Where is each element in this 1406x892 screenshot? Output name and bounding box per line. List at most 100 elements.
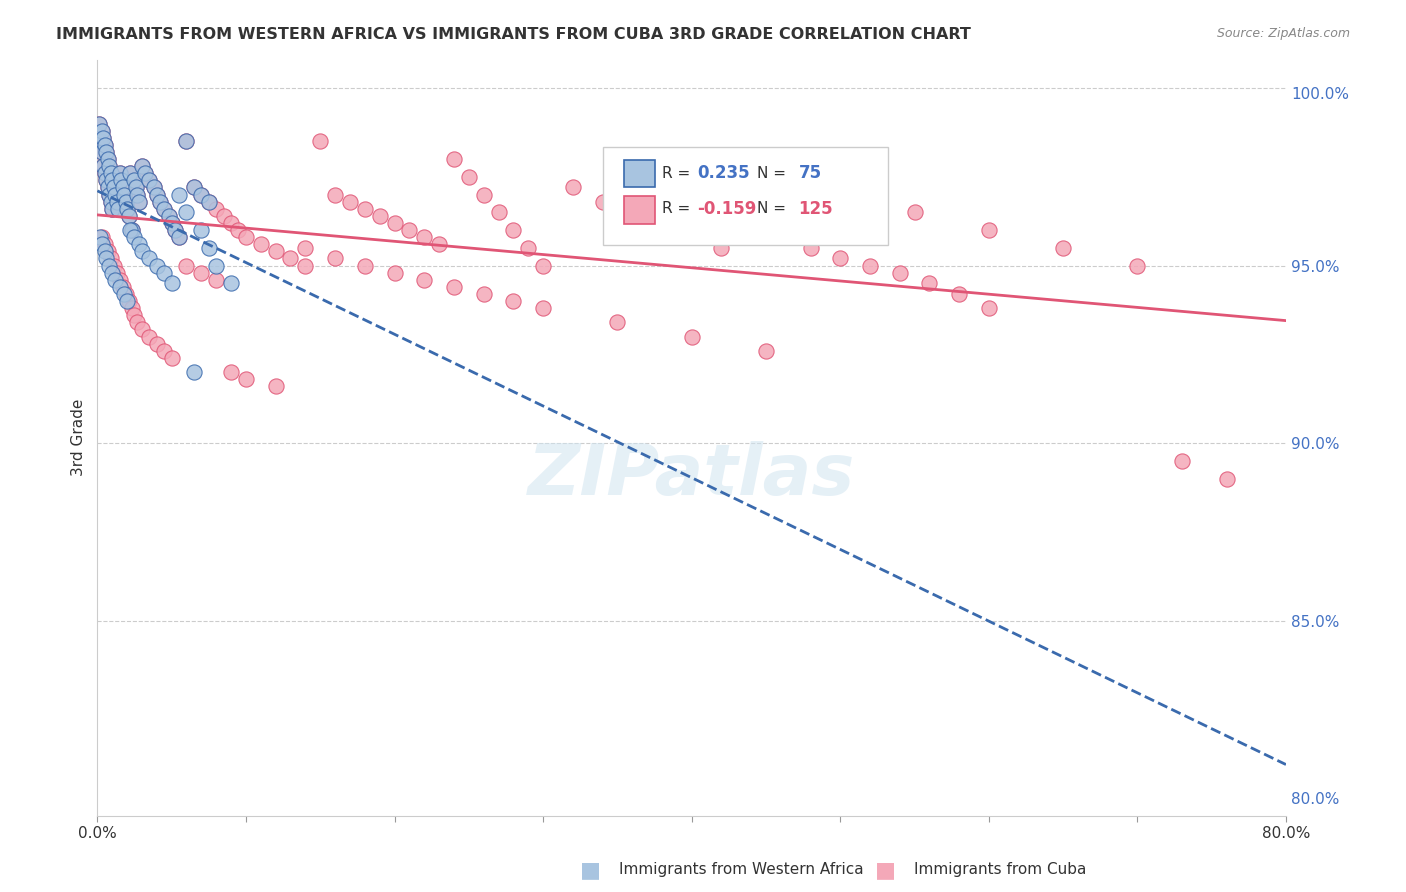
Point: [91, 159, 114, 173]
Point: [98, 187, 121, 202]
Point: [710, 241, 733, 255]
Point: [100, 166, 122, 180]
Point: [488, 205, 510, 219]
Point: [134, 166, 156, 180]
Point: [219, 277, 242, 291]
Point: [176, 259, 198, 273]
Point: [889, 266, 911, 280]
Point: [98, 159, 121, 173]
Point: [235, 372, 257, 386]
Point: [115, 202, 138, 216]
Point: [100, 194, 122, 209]
Point: [903, 205, 925, 219]
Point: [107, 202, 129, 216]
Point: [167, 230, 190, 244]
Point: [472, 187, 495, 202]
Point: [918, 277, 941, 291]
Point: [94, 137, 117, 152]
Point: [100, 194, 122, 209]
Point: [96, 145, 118, 159]
Point: [91, 130, 114, 145]
Point: [90, 123, 112, 137]
Point: [219, 365, 242, 379]
Point: [112, 287, 135, 301]
Point: [353, 202, 375, 216]
Point: [105, 194, 128, 209]
Text: Source: ZipAtlas.com: Source: ZipAtlas.com: [1216, 27, 1350, 40]
Point: [621, 205, 644, 219]
Point: [87, 116, 110, 130]
Point: [681, 329, 703, 343]
Point: [1171, 454, 1194, 468]
Point: [121, 223, 143, 237]
Point: [264, 379, 287, 393]
Point: [212, 209, 235, 223]
Point: [97, 152, 120, 166]
Point: [160, 216, 183, 230]
Point: [128, 194, 150, 209]
Point: [90, 145, 112, 159]
Point: [96, 252, 118, 266]
Point: [183, 180, 205, 194]
Point: [97, 180, 120, 194]
Point: [606, 315, 628, 329]
Point: [859, 259, 882, 273]
Point: [157, 209, 180, 223]
Point: [114, 194, 136, 209]
Point: [118, 166, 141, 180]
Point: [830, 252, 852, 266]
Point: [176, 134, 198, 148]
Point: [146, 187, 169, 202]
Point: [98, 259, 121, 273]
Point: [977, 223, 1000, 237]
Point: [138, 173, 160, 187]
Point: [101, 173, 124, 187]
Point: [142, 180, 165, 194]
Point: [108, 273, 131, 287]
Point: [89, 230, 111, 244]
Point: [146, 187, 169, 202]
Point: [323, 187, 346, 202]
Point: [111, 280, 134, 294]
Point: [651, 216, 673, 230]
Point: [531, 259, 554, 273]
Point: [592, 194, 614, 209]
Point: [153, 202, 176, 216]
Point: [339, 194, 361, 209]
Point: [110, 173, 132, 187]
Point: [87, 116, 110, 130]
Point: [124, 308, 146, 322]
Point: [398, 223, 420, 237]
Point: [740, 223, 762, 237]
Point: [110, 173, 132, 187]
Point: [104, 187, 127, 202]
Text: Immigrants from Western Africa: Immigrants from Western Africa: [619, 863, 863, 877]
Point: [103, 180, 125, 194]
Point: [115, 202, 138, 216]
Point: [121, 301, 143, 315]
Point: [443, 280, 465, 294]
Point: [94, 166, 117, 180]
Point: [163, 223, 186, 237]
Point: [117, 209, 139, 223]
Point: [108, 166, 131, 180]
Point: [176, 205, 198, 219]
Point: [176, 134, 198, 148]
Point: [89, 134, 111, 148]
Point: [111, 180, 134, 194]
Point: [131, 159, 153, 173]
Point: [294, 259, 316, 273]
Point: [1215, 472, 1237, 486]
Point: [138, 252, 160, 266]
Point: [368, 209, 391, 223]
Text: R =: R =: [662, 166, 695, 180]
Point: [219, 216, 242, 230]
Point: [353, 259, 375, 273]
Point: [205, 273, 228, 287]
Point: [112, 187, 135, 202]
Point: [114, 287, 136, 301]
Point: [1126, 259, 1149, 273]
Point: [100, 166, 122, 180]
Point: [413, 273, 436, 287]
Point: [977, 301, 1000, 315]
